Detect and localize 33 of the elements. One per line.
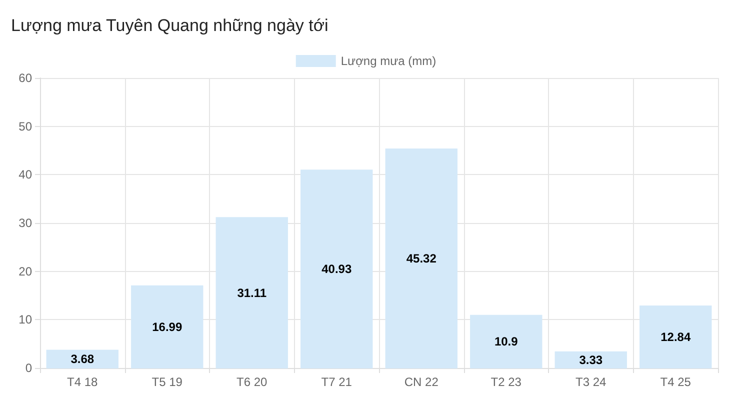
y-tick-label: 10 [18,312,32,327]
x-tick-label: T5 19 [152,375,183,389]
y-tick-label: 20 [18,264,32,278]
data-label: 3.33 [579,352,603,367]
y-tick-label: 60 [18,71,32,85]
data-label: 45.32 [406,251,437,266]
bar [640,305,712,368]
data-label: 12.84 [660,330,691,344]
bar [216,217,288,368]
x-tick-label: T7 21 [321,375,352,389]
x-tick-label: T4 25 [660,375,692,389]
bar [385,148,458,368]
x-tick-label: T6 20 [236,375,268,389]
legend-label: Lượng mưa (mm) [340,54,436,68]
data-label: 10.9 [494,334,518,349]
data-label: 40.93 [322,262,352,276]
y-tick-label: 40 [18,168,32,182]
y-tick-label: 0 [25,361,32,375]
bar [554,351,627,368]
data-label: 16.99 [152,320,182,334]
x-tick-label: T3 24 [576,375,607,389]
data-label: 3.68 [70,352,94,366]
bar [470,314,542,368]
y-tick-label: 50 [18,119,32,134]
x-tick-label: T4 18 [67,375,98,389]
x-tick-label: T2 23 [490,375,522,389]
x-tick-label: CN 22 [404,375,439,389]
chart-title: Lượng mưa Tuyên Quang những ngày tới [11,16,328,35]
y-tick-label: 30 [18,216,32,230]
bar [300,170,373,368]
bar [131,285,204,368]
bar [46,350,118,368]
data-label: 31.11 [237,286,267,300]
